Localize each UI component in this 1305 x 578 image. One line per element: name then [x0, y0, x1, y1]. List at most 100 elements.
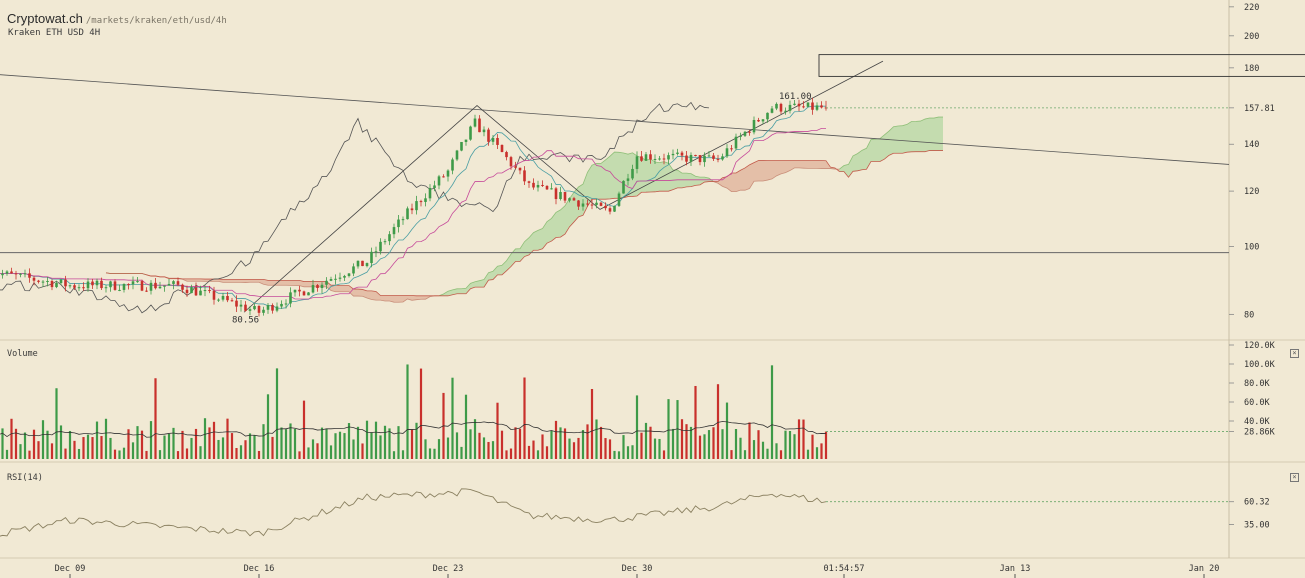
volume-bar — [604, 438, 607, 459]
volume-bar — [640, 432, 643, 459]
volume-bar — [725, 402, 729, 459]
candle — [500, 144, 504, 153]
volume-bar — [325, 428, 328, 459]
candle — [527, 181, 531, 183]
candle — [721, 156, 724, 160]
candle — [37, 280, 40, 282]
volume-bar — [410, 429, 414, 459]
volume-bar — [653, 438, 657, 459]
volume-bar — [334, 433, 337, 459]
candle — [455, 150, 459, 160]
volume-bar — [235, 448, 238, 459]
volume-axis-label: 40.0K — [1244, 417, 1270, 427]
volume-bar — [644, 422, 648, 459]
candle — [190, 287, 193, 294]
volume-bar — [698, 435, 702, 459]
volume-bar — [491, 441, 495, 459]
candle — [370, 251, 373, 264]
candle — [154, 282, 157, 289]
candle — [424, 198, 427, 202]
candle — [41, 281, 45, 283]
candle — [631, 168, 634, 179]
candle — [217, 299, 220, 301]
volume-bar — [266, 394, 270, 459]
candle — [802, 106, 805, 108]
volume-bar — [590, 388, 594, 459]
volume-bar — [743, 450, 747, 459]
candle — [514, 166, 517, 168]
candle — [550, 188, 553, 190]
volume-bar — [770, 365, 774, 459]
time-axis-label: Dec 09 — [55, 564, 86, 574]
candle — [532, 182, 535, 188]
volume-bar — [757, 430, 760, 459]
senkou-span-a-line — [713, 167, 840, 193]
candle — [536, 184, 540, 188]
volume-bar — [694, 385, 697, 459]
candle — [77, 287, 81, 289]
volume-bar — [428, 448, 432, 459]
header: Cryptowat.ch/markets/kraken/eth/usd/4h — [7, 8, 227, 27]
volume-bar — [37, 441, 40, 459]
market-subtitle: Kraken ETH USD 4H — [8, 28, 101, 38]
volume-bar — [550, 430, 553, 459]
candle — [788, 104, 792, 111]
low-price-label: 80.56 — [232, 315, 259, 325]
candle — [460, 141, 463, 151]
volume-bar — [172, 427, 175, 459]
volume-bar — [563, 428, 567, 459]
candle — [298, 289, 301, 292]
volume-bar — [541, 434, 544, 459]
candle — [698, 155, 702, 163]
candle — [694, 154, 697, 156]
volume-bar — [419, 368, 423, 459]
rsi-close-icon[interactable]: × — [1290, 473, 1299, 482]
candle — [176, 281, 180, 285]
volume-bar — [379, 435, 382, 459]
candle — [419, 201, 423, 203]
candle — [410, 208, 414, 211]
volume-bar — [32, 429, 36, 459]
volume-bar — [455, 432, 459, 459]
senkou-span-b-line — [146, 274, 439, 297]
volume-bar — [509, 448, 513, 459]
volume-bar — [109, 437, 112, 459]
candle — [140, 281, 144, 291]
volume-bar — [505, 450, 508, 459]
site-title[interactable]: Cryptowat.ch — [7, 11, 83, 26]
volume-bar — [293, 428, 297, 459]
candle — [793, 103, 796, 105]
candle — [275, 306, 279, 311]
price-axis-label: 220 — [1244, 3, 1259, 13]
volume-bar — [10, 418, 13, 459]
volume-bar — [527, 445, 531, 459]
candle — [748, 131, 751, 133]
candle — [568, 198, 571, 201]
volume-bar — [374, 421, 378, 459]
candle — [779, 103, 783, 112]
volume-bar — [793, 434, 796, 459]
volume-bar — [284, 429, 288, 459]
volume-bar — [64, 448, 67, 459]
candle — [676, 152, 679, 154]
candle — [505, 152, 508, 158]
candle — [167, 283, 171, 286]
descending-trendline — [0, 74, 1230, 165]
candle — [68, 285, 72, 287]
candle — [667, 155, 670, 160]
volume-bar — [365, 420, 369, 459]
price-axis-label: 140 — [1244, 140, 1259, 150]
volume-bar — [289, 423, 292, 459]
volume-close-icon[interactable]: × — [1290, 349, 1299, 358]
volume-bar — [262, 424, 265, 459]
candle — [743, 131, 747, 136]
volume-bar — [500, 430, 504, 459]
price-axis-label: 120 — [1244, 187, 1259, 197]
candle — [19, 273, 22, 275]
candle — [811, 102, 814, 110]
candle — [293, 289, 297, 293]
volume-bar — [779, 450, 783, 459]
candle — [356, 260, 360, 267]
candle — [109, 281, 112, 288]
